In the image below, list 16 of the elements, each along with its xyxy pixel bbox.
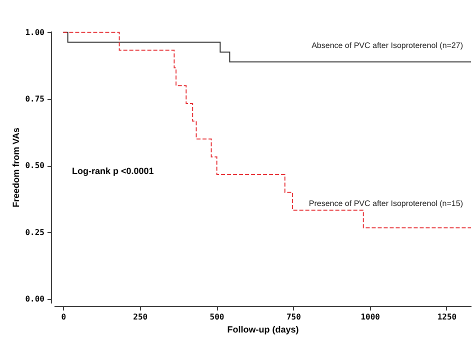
y-tick-label: 0.75 xyxy=(25,94,45,104)
y-axis-title: Freedom from VAs xyxy=(11,128,22,208)
x-tick-label: 500 xyxy=(210,312,224,322)
y-tick-label: 0.25 xyxy=(25,228,45,237)
y-tick-label: 1.00 xyxy=(25,28,45,37)
x-tick-label: 0 xyxy=(61,312,66,322)
series-label: Absence of PVC after Isoproterenol (n=27) xyxy=(312,41,464,50)
y-tick-label: 0.00 xyxy=(25,294,45,304)
series-label: Presence of PVC after Isoproterenol (n=15) xyxy=(308,199,464,208)
y-tick-label: 0.50 xyxy=(25,161,45,170)
x-tick-label: 250 xyxy=(133,312,148,322)
x-tick-label: 1000 xyxy=(360,312,380,322)
x-axis-title: Follow-up (days) xyxy=(227,324,299,334)
annotation: Log-rank p <0.0001 xyxy=(72,166,154,176)
x-tick-label: 1250 xyxy=(437,312,457,322)
x-tick-label: 750 xyxy=(286,312,302,322)
